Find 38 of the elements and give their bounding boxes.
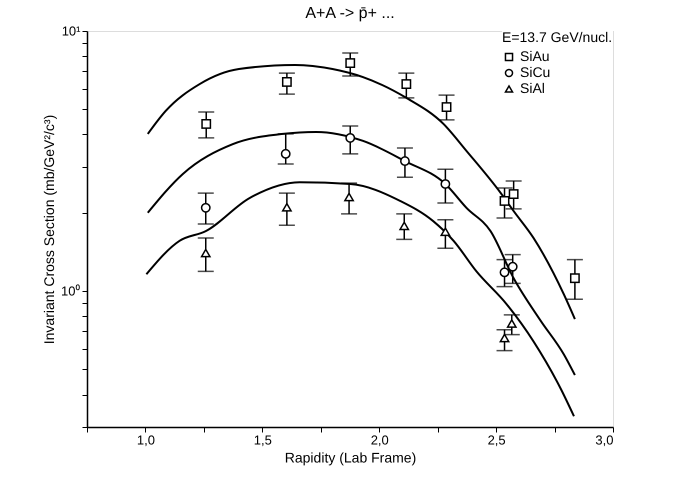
point — [344, 192, 354, 202]
y-tick-label: 10⁰ — [61, 284, 80, 299]
y-axis-title: Invariant Cross Section (mb/GeV²/c³) — [41, 114, 58, 344]
x-tick-label: 1,5 — [254, 432, 272, 448]
point — [345, 58, 356, 68]
point — [201, 119, 212, 129]
legend-title: E=13.7 GeV/nucl. — [502, 29, 612, 45]
line-series — [146, 130, 576, 376]
point — [200, 248, 211, 258]
point — [282, 76, 292, 87]
legend-label: SiAu — [520, 48, 550, 64]
x-tick-label: 3,0 — [595, 432, 614, 448]
line-series — [145, 181, 575, 418]
point — [506, 319, 517, 328]
point — [508, 189, 519, 199]
point — [570, 273, 580, 284]
point — [200, 202, 211, 213]
x-tick-label: 2,5 — [488, 432, 506, 448]
x-tick-label: 1,0 — [136, 432, 155, 448]
point — [399, 222, 410, 230]
legend-label: SiAl — [520, 80, 545, 96]
x-axis-title: Rapidity (Lab Frame) — [284, 450, 416, 466]
point — [280, 148, 291, 159]
point — [282, 202, 292, 212]
point — [400, 156, 410, 166]
point — [440, 179, 450, 189]
point — [500, 196, 510, 206]
y-tick-label: 10¹ — [62, 24, 82, 38]
x-tick-label: 2,0 — [370, 432, 389, 448]
point — [508, 262, 518, 272]
legend-label: SiCu — [520, 64, 550, 80]
chart-title: A+A -> p̄+ ... — [305, 5, 395, 22]
point — [442, 102, 452, 112]
point — [401, 79, 412, 90]
point — [500, 334, 510, 342]
point — [345, 132, 356, 143]
point — [440, 227, 450, 236]
point — [500, 267, 510, 278]
